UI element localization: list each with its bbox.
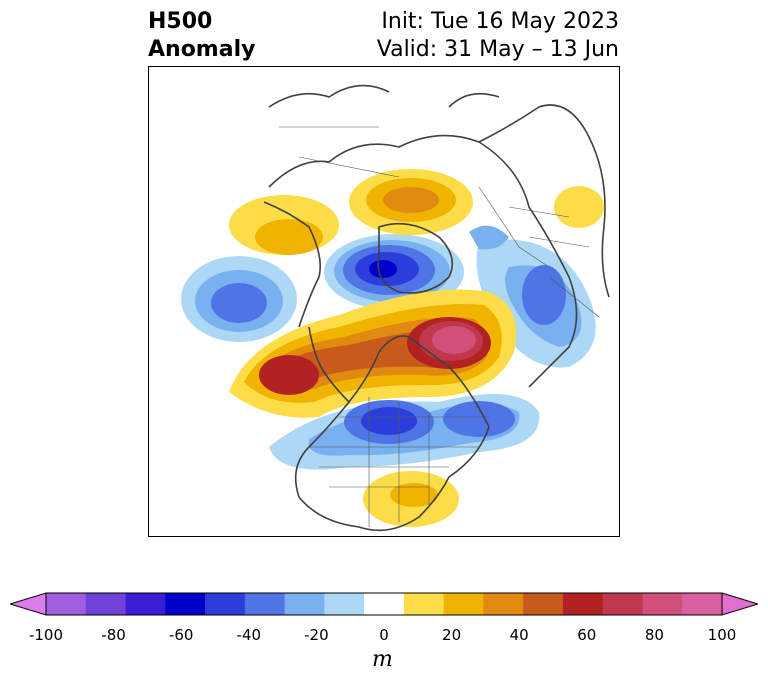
positive-anomaly-band bbox=[229, 289, 517, 418]
colorbar-segment bbox=[165, 593, 206, 615]
map-canvas bbox=[149, 67, 619, 536]
colorbar-segment bbox=[85, 593, 127, 615]
colorbar-tick-label: -40 bbox=[236, 626, 262, 644]
colorbar-unit: m bbox=[372, 647, 393, 672]
colorbar-tick-label: -100 bbox=[28, 626, 64, 644]
colorbar-tick-label: 40 bbox=[509, 626, 529, 644]
colorbar-tick-label: 60 bbox=[577, 626, 597, 644]
colorbar-svg bbox=[8, 592, 760, 616]
colorbar-segment bbox=[642, 593, 683, 615]
title-field: Anomaly bbox=[148, 37, 256, 62]
colorbar-tick-label: 20 bbox=[442, 626, 462, 644]
map-borders bbox=[279, 126, 600, 527]
negative-anomaly-west bbox=[181, 256, 297, 342]
negative-anomaly-arctic bbox=[324, 234, 464, 310]
colorbar-segment bbox=[125, 593, 166, 615]
colorbar-tick-label: -20 bbox=[304, 626, 329, 644]
negative-anomaly-canada-atlantic bbox=[269, 394, 540, 470]
colorbar-segment bbox=[523, 593, 564, 615]
colorbar-outline bbox=[45, 592, 723, 616]
colorbar bbox=[8, 590, 760, 620]
colorbar-segment bbox=[403, 593, 445, 615]
colorbar-segment bbox=[364, 593, 405, 615]
colorbar-extend-min bbox=[8, 592, 47, 616]
colorbar-segment bbox=[562, 593, 604, 615]
colorbar-segment bbox=[46, 593, 87, 615]
positive-anomaly-far-east bbox=[554, 186, 604, 228]
colorbar-extend-max bbox=[721, 592, 760, 616]
colorbar-segment bbox=[443, 593, 484, 615]
positive-anomaly-north bbox=[349, 169, 473, 235]
positive-anomaly-northwest bbox=[229, 195, 339, 255]
colorbar-segment bbox=[602, 593, 643, 615]
title-variable: H500 bbox=[148, 9, 213, 34]
map-coastlines bbox=[263, 84, 610, 532]
init-date: Init: Tue 16 May 2023 bbox=[381, 9, 619, 34]
colorbar-segment bbox=[483, 593, 524, 615]
anomaly-map bbox=[148, 66, 620, 537]
colorbar-segment bbox=[682, 593, 723, 615]
colorbar-tick-label: 80 bbox=[644, 626, 664, 644]
colorbar-tick-label: -60 bbox=[168, 626, 194, 644]
chart-title-right: Init: Tue 16 May 2023 Valid: 31 May – 13… bbox=[377, 8, 619, 64]
colorbar-tick-label: 100 bbox=[707, 626, 737, 644]
colorbar-segment bbox=[324, 593, 365, 615]
colorbar-tick-label: 0 bbox=[379, 626, 389, 644]
colorbar-segment bbox=[244, 593, 286, 615]
chart-title-left: H500 Anomaly bbox=[148, 8, 255, 64]
positive-anomaly-southeast bbox=[363, 471, 459, 527]
colorbar-segment bbox=[284, 593, 325, 615]
valid-period: Valid: 31 May – 13 Jun bbox=[376, 37, 619, 62]
colorbar-tick-label: -80 bbox=[101, 626, 126, 644]
colorbar-segment bbox=[205, 593, 246, 615]
